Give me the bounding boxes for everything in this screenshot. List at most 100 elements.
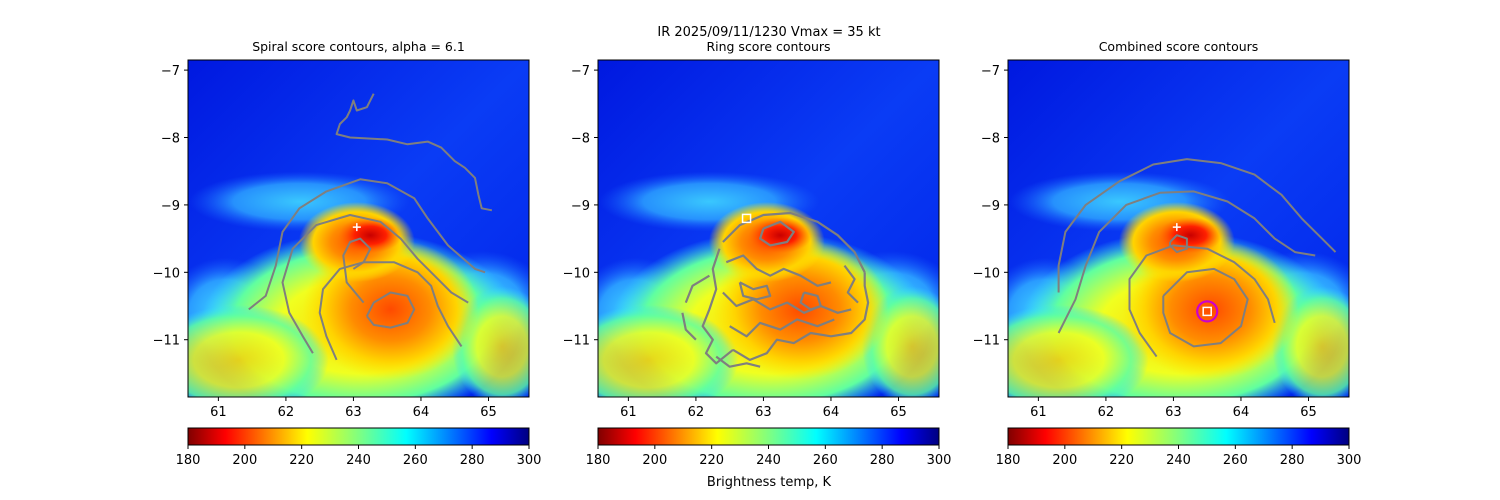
colorbar-tick-label: 240 bbox=[346, 453, 371, 468]
contour-line-1 bbox=[722, 211, 866, 273]
axes-frame bbox=[187, 59, 530, 398]
colorbar-tick-label: 180 bbox=[176, 453, 201, 468]
y-tick-label: −11 bbox=[153, 334, 180, 349]
contour-line-9 bbox=[759, 220, 795, 247]
contour-line-12 bbox=[715, 355, 761, 368]
contour-line-4 bbox=[684, 274, 710, 304]
contour-line-4 bbox=[1162, 267, 1249, 348]
colorbar-tick-label: 260 bbox=[813, 453, 838, 468]
contour-group bbox=[1057, 158, 1337, 358]
colorbar-tick-label: 280 bbox=[870, 453, 895, 468]
contour-line-1 bbox=[1057, 158, 1337, 293]
panel-title: Combined score contours bbox=[1099, 39, 1259, 54]
colorbar-tick-label: 300 bbox=[517, 453, 542, 468]
contour-group bbox=[248, 93, 493, 361]
colorbar-tick-label: 200 bbox=[1052, 453, 1077, 468]
ir-warm-southwest bbox=[188, 304, 329, 397]
contour-line-13 bbox=[843, 264, 859, 304]
contour-line-5 bbox=[681, 312, 697, 341]
axes-frame bbox=[1007, 59, 1350, 398]
x-tick-label: 63 bbox=[755, 405, 772, 420]
ir-coldest-top bbox=[1158, 217, 1223, 254]
colorbar-tick-label: 300 bbox=[1337, 453, 1362, 468]
colorbar-tick-label: 220 bbox=[289, 453, 314, 468]
colorbar bbox=[187, 427, 530, 446]
center-plus-marker bbox=[1172, 223, 1181, 232]
y-tick-label: −10 bbox=[563, 266, 590, 281]
y-tick-label: −9 bbox=[161, 199, 180, 214]
colorbar-tick-label: 200 bbox=[642, 453, 667, 468]
contour-line-8 bbox=[729, 318, 835, 338]
x-tick-label: 62 bbox=[1098, 405, 1115, 420]
x-tick-label: 64 bbox=[1233, 405, 1250, 420]
panel-2: Ring score contours 61 62 63 64 65 −7 −8 −9 −10 −1… bbox=[563, 39, 952, 468]
colorbar bbox=[597, 427, 940, 446]
colorbar-tick-label: 280 bbox=[1280, 453, 1305, 468]
contour-line-5 bbox=[342, 237, 372, 304]
x-tick-label: 61 bbox=[1030, 405, 1047, 420]
y-tick-label: −10 bbox=[973, 266, 1000, 281]
center-square-marker bbox=[741, 213, 752, 224]
y-tick-label: −9 bbox=[571, 199, 590, 214]
x-tick-label: 62 bbox=[688, 405, 705, 420]
x-tick-label: 65 bbox=[480, 405, 497, 420]
x-tick-label: 61 bbox=[620, 405, 637, 420]
contour-line-4 bbox=[366, 291, 416, 329]
contour-line-2 bbox=[1057, 190, 1316, 334]
ir-image bbox=[1008, 60, 1349, 397]
contour-line-6 bbox=[725, 254, 832, 287]
center-square-marker bbox=[1202, 306, 1212, 317]
x-tick-label: 64 bbox=[413, 405, 430, 420]
x-tick-label: 65 bbox=[1300, 405, 1317, 420]
contour-line-10 bbox=[738, 281, 772, 301]
contour-line-2 bbox=[701, 248, 734, 365]
y-tick-label: −7 bbox=[981, 64, 1000, 79]
colorbar-tick-label: 280 bbox=[460, 453, 485, 468]
colorbar-tick-label: 300 bbox=[927, 453, 952, 468]
colorbar-label: Brightness temp, K bbox=[707, 475, 832, 490]
panel-1: Spiral score contours, alpha = 6.1 61 62 63… bbox=[153, 39, 542, 468]
y-tick-label: −8 bbox=[981, 132, 1000, 147]
colorbar-tick-label: 240 bbox=[1166, 453, 1191, 468]
contour-line-11 bbox=[799, 291, 822, 311]
axes-frame bbox=[597, 59, 940, 398]
ir-coldest-top bbox=[748, 217, 813, 254]
contour-line-7 bbox=[722, 291, 852, 314]
colorbar-tick-label: 220 bbox=[699, 453, 724, 468]
x-tick-label: 62 bbox=[278, 405, 295, 420]
colorbar-tick-label: 260 bbox=[403, 453, 428, 468]
contour-line-3 bbox=[1128, 244, 1276, 358]
contour-line-5 bbox=[1169, 234, 1188, 254]
y-tick-label: −11 bbox=[563, 334, 590, 349]
contour-group bbox=[681, 211, 870, 368]
ir-image bbox=[598, 60, 939, 397]
y-tick-label: −11 bbox=[973, 334, 1000, 349]
x-tick-label: 65 bbox=[890, 405, 907, 420]
y-tick-label: −7 bbox=[571, 64, 590, 79]
y-tick-label: −7 bbox=[161, 64, 180, 79]
colorbar-tick-label: 220 bbox=[1109, 453, 1134, 468]
ir-image bbox=[188, 60, 529, 397]
ir-warm-southwest bbox=[1008, 304, 1149, 397]
x-tick-label: 63 bbox=[1165, 405, 1182, 420]
x-tick-label: 61 bbox=[210, 405, 227, 420]
contour-line-3 bbox=[318, 261, 463, 361]
y-tick-label: −9 bbox=[981, 199, 1000, 214]
panel-title: Ring score contours bbox=[706, 39, 830, 54]
x-tick-label: 64 bbox=[823, 405, 840, 420]
colorbar-tick-label: 240 bbox=[756, 453, 781, 468]
contour-line-3 bbox=[732, 272, 870, 361]
colorbar-tick-label: 260 bbox=[1223, 453, 1248, 468]
colorbar-tick-label: 180 bbox=[996, 453, 1021, 468]
x-tick-label: 63 bbox=[345, 405, 362, 420]
figure-suptitle: IR 2025/09/11/1230 Vmax = 35 kt bbox=[657, 25, 880, 40]
colorbar-tick-label: 200 bbox=[232, 453, 257, 468]
panel-title: Spiral score contours, alpha = 6.1 bbox=[252, 39, 465, 54]
center-circle-marker bbox=[1196, 300, 1219, 323]
contour-line-2 bbox=[281, 214, 469, 354]
contour-line-6 bbox=[335, 93, 493, 212]
colorbar bbox=[1007, 427, 1350, 446]
y-tick-label: −8 bbox=[571, 132, 590, 147]
y-tick-label: −8 bbox=[161, 132, 180, 147]
